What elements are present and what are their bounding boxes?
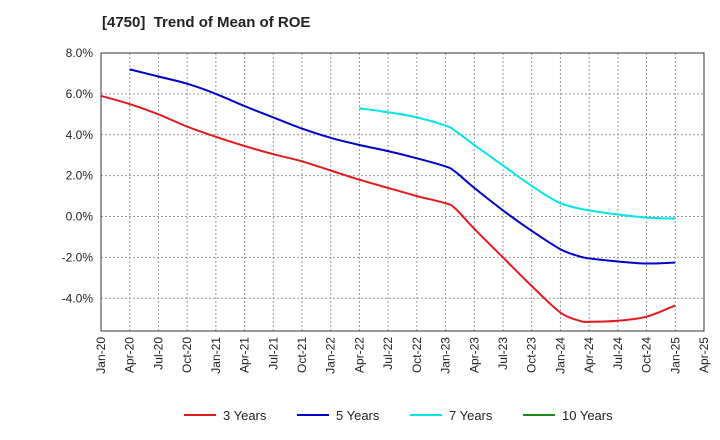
legend-label-3-years: 3 Years	[223, 408, 267, 423]
x-tick-label: Oct-23	[525, 337, 539, 373]
x-tick-label: Jul-21	[266, 337, 280, 370]
series-line-5-years	[129, 68, 676, 265]
y-axis-ticks: 8.0% 6.0% 4.0% 2.0% 0.0% -2.0% -4.0%	[62, 46, 94, 305]
x-tick-label: Apr-24	[582, 337, 596, 373]
y-tick-label: 0.0%	[66, 210, 94, 224]
x-tick-label: Oct-20	[180, 337, 194, 373]
x-axis-ticks: Jan-20 Apr-20 Jul-20 Oct-20 Jan-21 Apr-21 Jul-…	[94, 337, 711, 374]
legend-label-10-years: 10 Years	[562, 408, 613, 423]
legend: 3 Years 5 Years 7 Years 10 Years	[184, 408, 613, 423]
x-tick-label: Jan-22	[324, 337, 338, 374]
plot-area-frame	[100, 52, 705, 332]
x-tick-label: Jan-20	[94, 337, 108, 374]
x-tick-label: Jan-23	[439, 337, 453, 374]
x-tick-label: Apr-21	[238, 337, 252, 373]
x-tick-label: Apr-23	[467, 337, 481, 373]
chart-title: [4750] Trend of Mean of ROE	[102, 14, 311, 31]
y-tick-label: 2.0%	[66, 169, 94, 183]
x-tick-label: Oct-24	[640, 337, 654, 373]
series-lines	[100, 68, 676, 323]
x-tick-label: Apr-25	[697, 337, 711, 373]
x-tick-label: Apr-22	[352, 337, 366, 373]
x-tick-label: Jan-24	[553, 337, 567, 374]
y-tick-label: -2.0%	[62, 250, 94, 264]
y-tick-label: 8.0%	[66, 46, 94, 60]
y-tick-label: 6.0%	[66, 87, 94, 101]
series-line-7-years	[359, 107, 676, 220]
x-tick-label: Jul-22	[381, 337, 395, 370]
x-tick-label: Oct-21	[295, 337, 309, 373]
x-tick-label: Jan-21	[209, 337, 223, 374]
x-tick-label: Oct-22	[410, 337, 424, 373]
legend-label-5-years: 5 Years	[336, 408, 380, 423]
x-tick-label: Jan-25	[668, 337, 682, 374]
x-tick-label: Apr-20	[123, 337, 137, 373]
y-tick-label: 4.0%	[66, 128, 94, 142]
y-tick-label: -4.0%	[62, 291, 94, 305]
x-tick-label: Jul-23	[496, 337, 510, 370]
series-line-3-years	[100, 94, 676, 323]
x-tick-label: Jul-24	[611, 337, 625, 370]
x-tick-label: Jul-20	[151, 337, 165, 370]
legend-label-7-years: 7 Years	[449, 408, 493, 423]
